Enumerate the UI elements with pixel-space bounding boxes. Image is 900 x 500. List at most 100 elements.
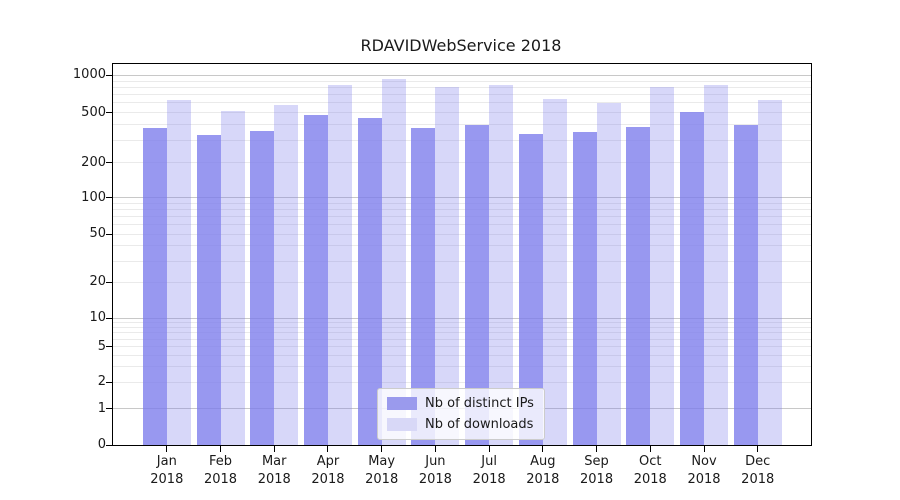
y-axis-tick [106, 281, 113, 283]
gridline-minor [113, 202, 811, 204]
y-axis-tick [106, 444, 113, 446]
bar-downloads-nov [704, 84, 728, 445]
bar-distinct-ips-oct [626, 126, 651, 445]
bar-downloads-oct [650, 87, 675, 445]
gridline-minor [113, 381, 811, 383]
x-axis-tick [273, 445, 275, 452]
bar-distinct-ips-dec [733, 124, 758, 445]
x-axis-tick [434, 445, 436, 452]
legend-item-distinct-ips: Nb of distinct IPs [387, 396, 534, 411]
bar-downloads-may [381, 79, 406, 445]
gridline-minor [113, 223, 811, 225]
y-axis-tick-label: 1 [97, 400, 106, 416]
legend-label-distinct-ips: Nb of distinct IPs [425, 396, 534, 411]
bar-downloads-jun [435, 87, 460, 445]
gridline-minor [113, 94, 811, 96]
gridline-minor [113, 354, 811, 356]
bar-distinct-ips-sep [572, 132, 597, 445]
y-axis-tick-label: 100 [81, 189, 106, 205]
y-axis-tick-label: 10 [89, 310, 106, 326]
gridline-minor [113, 338, 811, 340]
gridline-minor [113, 233, 811, 235]
gridline-minor [113, 124, 811, 126]
x-axis-tick [596, 445, 598, 452]
x-axis-tick-label: Dec 2018 [741, 454, 775, 487]
gridline-minor [113, 208, 811, 210]
gridline-minor [113, 366, 811, 368]
x-axis-tick-label: Oct 2018 [633, 454, 667, 487]
legend-swatch-downloads [387, 418, 417, 431]
gridline-major [113, 317, 811, 319]
y-axis-tick [106, 197, 113, 199]
y-axis-tick [106, 381, 113, 383]
y-axis-tick-label: 1000 [72, 67, 106, 83]
x-axis-tick [542, 445, 544, 452]
y-axis-tick-label: 500 [81, 104, 106, 120]
bar-distinct-ips-jan [142, 128, 167, 445]
bar-downloads-apr [327, 85, 352, 445]
x-axis-tick-label: Mar 2018 [257, 454, 291, 487]
x-axis-tick-label: Jun 2018 [418, 454, 452, 487]
y-axis-tick [106, 112, 113, 114]
bar-distinct-ips-apr [303, 114, 328, 445]
gridline-major [113, 197, 811, 199]
gridline-minor [113, 322, 811, 323]
legend-swatch-distinct-ips [387, 397, 417, 410]
gridline-minor [113, 326, 811, 328]
bar-downloads-jan [166, 100, 191, 445]
y-axis-tick-label: 50 [89, 226, 106, 242]
gridline-minor [113, 346, 811, 348]
gridline-minor [113, 80, 811, 82]
legend-item-downloads: Nb of downloads [387, 417, 534, 432]
x-axis-tick [220, 445, 222, 452]
gridline-minor [113, 215, 811, 217]
x-axis-tick [649, 445, 651, 452]
y-axis-tick [106, 408, 113, 410]
gridline-minor [113, 139, 811, 141]
bar-downloads-feb [220, 110, 245, 445]
gridline-major [113, 74, 811, 76]
bar-downloads-sep [596, 102, 621, 445]
bar-distinct-ips-mar [250, 130, 275, 445]
x-axis-tick-label: Jul 2018 [472, 454, 506, 487]
legend-label-downloads: Nb of downloads [425, 417, 534, 432]
bar-distinct-ips-nov [680, 111, 704, 445]
gridline-minor [113, 260, 811, 262]
y-axis-tick-label: 2 [97, 374, 106, 390]
bar-downloads-dec [757, 100, 782, 445]
x-axis-tick-label: Aug 2018 [526, 454, 560, 487]
gridline-minor [113, 332, 811, 334]
y-axis-tick [106, 317, 113, 319]
y-axis-tick [106, 346, 113, 348]
y-axis-tick [106, 74, 113, 76]
x-axis-tick-label: Apr 2018 [311, 454, 345, 487]
x-axis-tick-label: May 2018 [365, 454, 399, 487]
x-axis-tick [757, 445, 759, 452]
y-axis-tick [106, 233, 113, 235]
bar-downloads-aug [542, 99, 567, 445]
x-axis-tick [703, 445, 705, 452]
y-axis-tick [106, 162, 113, 164]
gridline-minor [113, 102, 811, 104]
x-axis-tick-label: Feb 2018 [203, 454, 238, 487]
gridline-minor [113, 245, 811, 247]
x-axis-tick-label: Jan 2018 [150, 454, 184, 487]
x-axis-tick-label: Sep 2018 [580, 454, 614, 487]
y-axis-tick-label: 5 [97, 338, 106, 354]
bar-downloads-jul [489, 85, 514, 445]
chart-title: RDAVIDWebService 2018 [360, 36, 562, 55]
gridline-minor [113, 162, 811, 164]
plot-area: 0 1 2 5 10 20 50 100 200 500 1000 Jan 2018 Feb 2018 M… [73, 63, 812, 487]
x-axis-tick-label: Nov 2018 [687, 454, 721, 487]
x-axis-tick [327, 445, 329, 452]
gridline-minor [113, 281, 811, 283]
y-axis-tick-label: 200 [81, 154, 106, 170]
x-axis-tick [488, 445, 490, 452]
y-axis-tick-label: 20 [89, 274, 106, 290]
y-axis-tick-label: 0 [97, 437, 106, 452]
x-axis-tick [381, 445, 383, 452]
bar-downloads-mar [274, 104, 299, 445]
gridline-minor [113, 112, 811, 114]
bar-distinct-ips-feb [196, 135, 221, 445]
